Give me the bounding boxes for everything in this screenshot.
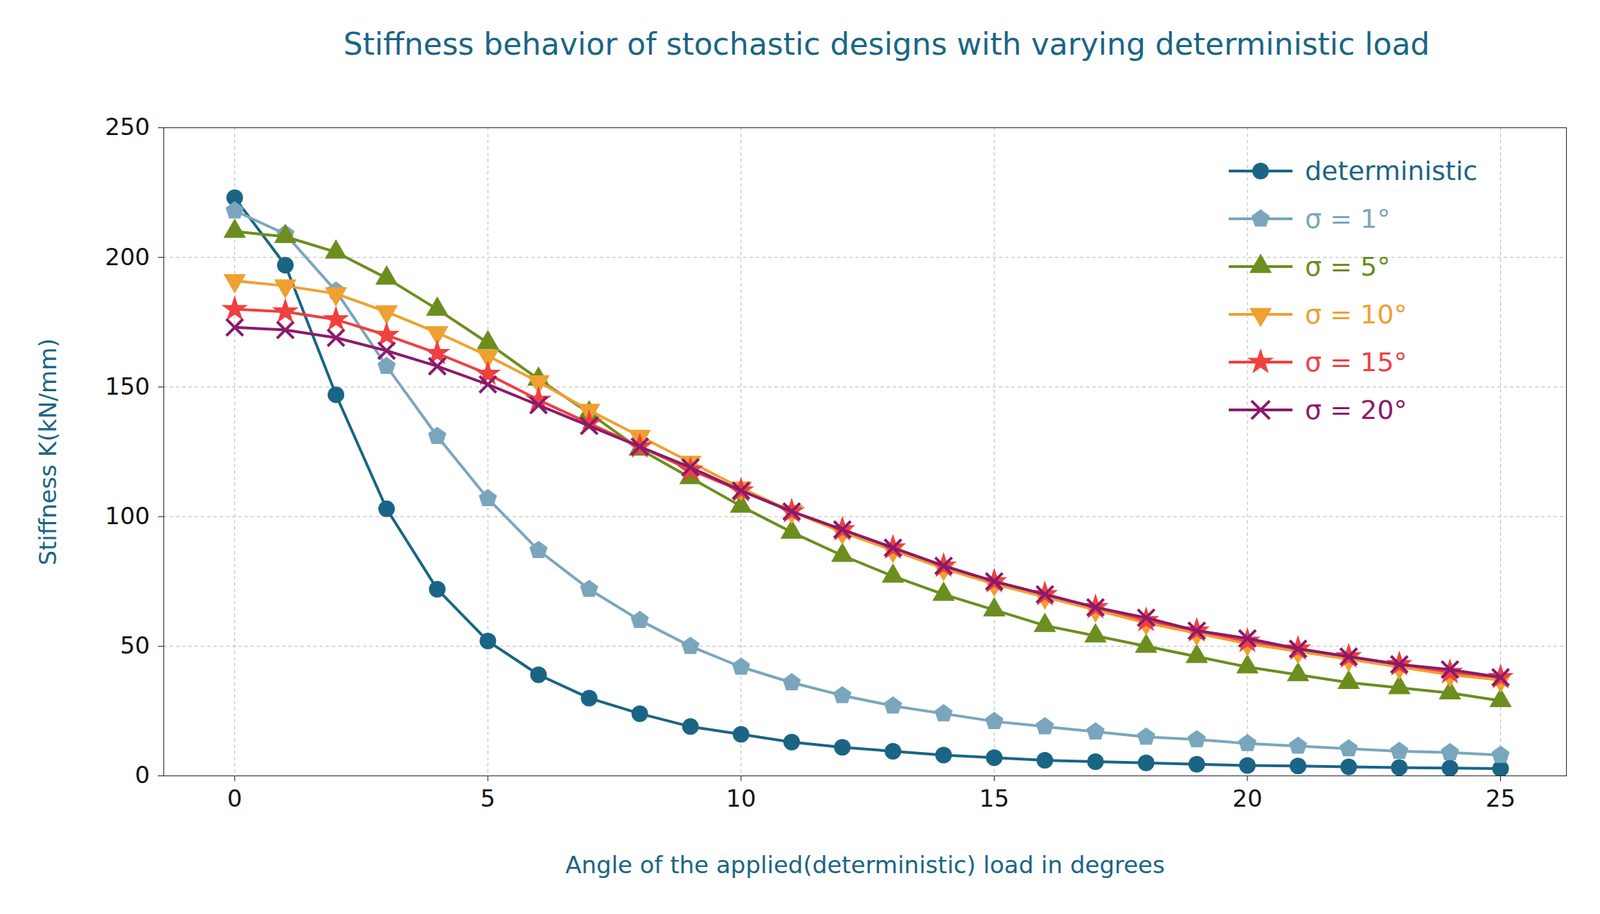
svg-text:25: 25 — [1485, 784, 1516, 813]
html-text:deterministic: deterministic — [1304, 155, 1478, 186]
html-text:σ = 5°: σ = 5° — [1304, 251, 1391, 282]
svg-text:5: 5 — [480, 784, 496, 813]
html-text:Stiffness behavior of stochast: Stiffness behavior of stochastic designs… — [343, 26, 1430, 62]
svg-text:Angle of the applied(determini: Angle of the applied(deterministic) load… — [565, 851, 1166, 879]
svg-text:10: 10 — [725, 784, 756, 813]
svg-text:100: 100 — [105, 502, 151, 530]
svg-text:150: 150 — [105, 372, 151, 401]
svg-text:0: 0 — [227, 784, 243, 813]
svg-text:50: 50 — [119, 631, 150, 660]
svg-text:0: 0 — [135, 761, 151, 789]
svg-text:Stiffness K(kN/mm): Stiffness K(kN/mm) — [33, 338, 62, 566]
svg-text:200: 200 — [105, 243, 151, 271]
svg-text:250: 250 — [105, 112, 151, 141]
svg-text:15: 15 — [979, 784, 1010, 813]
html-text:σ = 1°: σ = 1° — [1304, 203, 1391, 234]
svg-text:20: 20 — [1232, 784, 1262, 813]
html-text:σ = 10°: σ = 10° — [1304, 298, 1408, 330]
html-text:σ = 20°: σ = 20° — [1304, 394, 1408, 425]
html-text:σ = 15°: σ = 15° — [1304, 346, 1408, 378]
